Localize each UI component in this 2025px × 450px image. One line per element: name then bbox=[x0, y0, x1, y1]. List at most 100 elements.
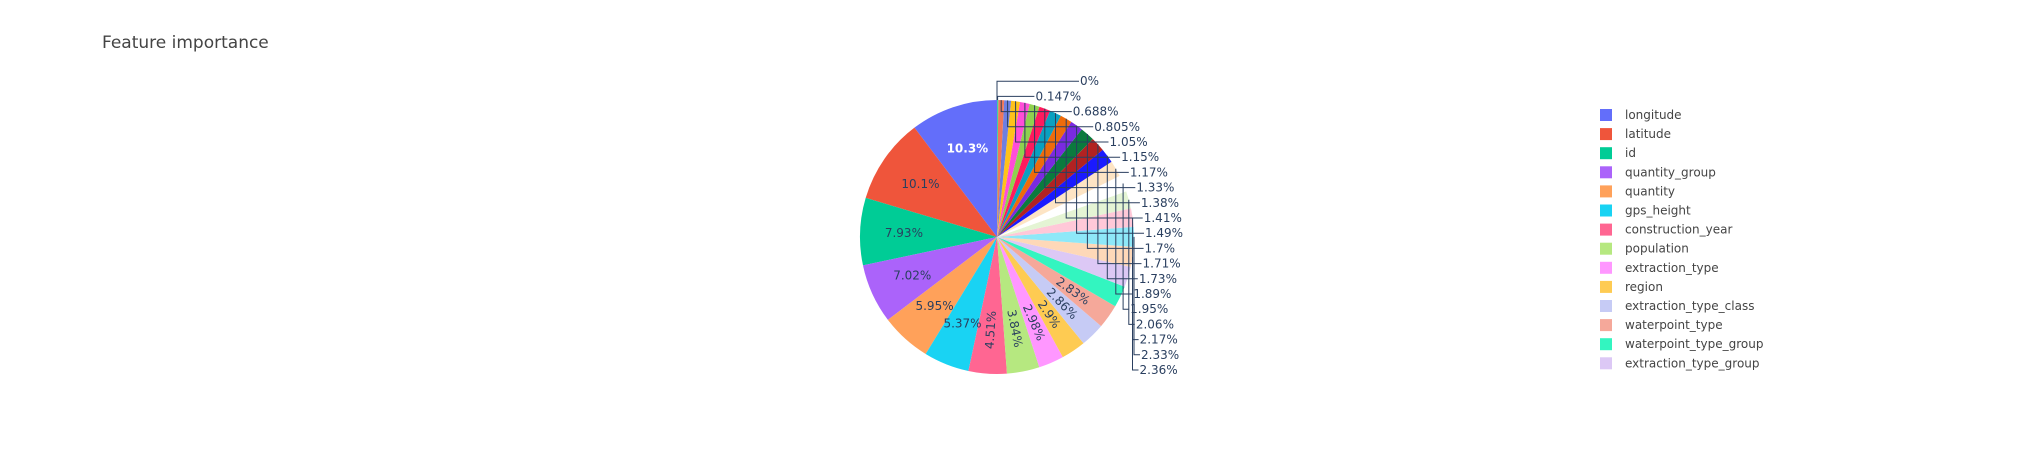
pie-slice-item-31[interactable] bbox=[997, 100, 1005, 237]
pie-slice-item-15[interactable] bbox=[997, 226, 1134, 247]
slice-label: 2.17% bbox=[1140, 333, 1178, 347]
legend-item-extraction_type[interactable]: extraction_type bbox=[1600, 261, 1719, 275]
legend-item-waterpoint_type_group[interactable]: waterpoint_type_group bbox=[1600, 337, 1763, 351]
legend-item-region[interactable]: region bbox=[1600, 280, 1663, 294]
legend-swatch bbox=[1600, 242, 1612, 255]
leader-line bbox=[1034, 105, 1129, 173]
legend-item-construction_year[interactable]: construction_year bbox=[1600, 223, 1732, 237]
legend-label: id bbox=[1625, 146, 1636, 160]
legend-label: population bbox=[1625, 242, 1689, 256]
pie-slice-quantity_group[interactable] bbox=[862, 237, 997, 320]
legend-swatch bbox=[1600, 204, 1612, 217]
slice-label: 0.688% bbox=[1073, 105, 1119, 119]
legend-label: waterpoint_type bbox=[1625, 318, 1723, 332]
leader-line bbox=[1115, 168, 1133, 295]
slice-label: 1.73% bbox=[1139, 272, 1177, 286]
leader-line bbox=[1132, 217, 1139, 341]
pie-slice-region[interactable] bbox=[997, 237, 1084, 358]
pie-slice-id[interactable] bbox=[860, 197, 997, 266]
legend-item-quantity_group[interactable]: quantity_group bbox=[1600, 165, 1716, 179]
pie-slice-item-14[interactable] bbox=[997, 237, 1134, 267]
legend-label: quantity bbox=[1625, 184, 1675, 198]
pie-slice-extraction_type_group[interactable] bbox=[997, 237, 1131, 287]
legend-item-extraction_type_group[interactable]: extraction_type_group bbox=[1600, 356, 1760, 370]
legend-item-longitude[interactable]: longitude bbox=[1600, 108, 1682, 122]
leader-line bbox=[1024, 102, 1121, 158]
legend-item-population[interactable]: population bbox=[1600, 242, 1689, 256]
legend-item-extraction_type_class[interactable]: extraction_type_class bbox=[1600, 299, 1754, 313]
slice-label: 0.147% bbox=[1035, 89, 1081, 103]
pie-slice-waterpoint_type[interactable] bbox=[997, 237, 1116, 327]
legend-label: latitude bbox=[1625, 127, 1671, 141]
slice-label: 0.805% bbox=[1094, 120, 1140, 134]
pie-slice-waterpoint_type_group[interactable] bbox=[997, 237, 1125, 307]
legend-item-latitude[interactable]: latitude bbox=[1600, 127, 1671, 141]
leader-line bbox=[1076, 125, 1144, 234]
pie-slice-item-32[interactable] bbox=[997, 100, 999, 237]
legend-item-waterpoint_type[interactable]: waterpoint_type bbox=[1600, 318, 1723, 332]
slice-label: 7.02% bbox=[893, 269, 931, 283]
pie-slice-item-28[interactable] bbox=[997, 101, 1030, 237]
slice-label: 1.15% bbox=[1121, 150, 1159, 164]
legend-item-id[interactable]: id bbox=[1600, 146, 1636, 160]
legend-item-quantity[interactable]: quantity bbox=[1600, 184, 1675, 198]
slice-label: 1.95% bbox=[1130, 302, 1168, 316]
slice-label: 4.51% bbox=[982, 310, 999, 349]
pie-slice-extraction_type[interactable] bbox=[997, 237, 1063, 368]
slice-label: 2.36% bbox=[1140, 363, 1178, 377]
pie-slice-gps_height[interactable] bbox=[925, 237, 997, 371]
leader-line bbox=[1007, 100, 1094, 128]
legend-item-gps_height[interactable]: gps_height bbox=[1600, 204, 1691, 218]
legend-swatch bbox=[1600, 109, 1612, 121]
leader-line bbox=[1044, 108, 1136, 189]
pie-slice-item-16[interactable] bbox=[997, 208, 1134, 237]
legend: longitude latitude id quantity_groupquantit… bbox=[1600, 108, 1763, 370]
legend-swatch bbox=[1600, 261, 1612, 274]
legend-swatch bbox=[1600, 300, 1612, 312]
legend-swatch bbox=[1600, 338, 1612, 351]
legend-swatch bbox=[1600, 280, 1612, 293]
leader-line bbox=[1000, 100, 1072, 113]
pie-slice-population[interactable] bbox=[997, 237, 1040, 374]
leader-line bbox=[1065, 118, 1143, 219]
slice-label: 5.37% bbox=[943, 317, 981, 331]
leader-line bbox=[996, 80, 1079, 100]
slice-label: 7.93% bbox=[885, 226, 923, 240]
pie-slice-latitude[interactable] bbox=[865, 127, 997, 237]
pie-slice-item-18[interactable] bbox=[997, 175, 1127, 237]
leader-line bbox=[1128, 199, 1135, 325]
slice-label: 1.41% bbox=[1144, 211, 1182, 225]
slice-label: 0% bbox=[1080, 74, 1099, 88]
legend-label: region bbox=[1625, 280, 1663, 294]
legend-swatch bbox=[1600, 223, 1612, 236]
legend-swatch bbox=[1600, 185, 1612, 198]
legend-swatch bbox=[1600, 319, 1612, 332]
slice-label: 5.95% bbox=[915, 299, 953, 313]
pie-slice-item-29[interactable] bbox=[997, 100, 1021, 237]
pie-slice-item-19[interactable] bbox=[997, 161, 1120, 237]
pie-slice-item-30[interactable] bbox=[997, 100, 1012, 237]
pie-slice-item-26[interactable] bbox=[997, 106, 1051, 237]
slice-label: 10.1% bbox=[901, 177, 939, 191]
pie-slice-item-24[interactable] bbox=[997, 115, 1072, 237]
leader-line bbox=[1106, 155, 1138, 280]
pie-slice-extraction_type_class[interactable] bbox=[997, 237, 1102, 344]
legend-swatch bbox=[1600, 357, 1612, 370]
pie-slice-item-20[interactable] bbox=[997, 149, 1112, 237]
pie-slice-longitude[interactable] bbox=[914, 100, 997, 237]
pie-slice-construction_year[interactable] bbox=[968, 237, 1007, 375]
legend-label: quantity_group bbox=[1625, 165, 1716, 179]
leader-line bbox=[1097, 144, 1142, 265]
slice-label: 1.49% bbox=[1145, 226, 1183, 240]
pie-slice-item-23[interactable] bbox=[997, 121, 1082, 237]
legend-swatch bbox=[1600, 166, 1612, 179]
legend-label: extraction_type bbox=[1625, 261, 1719, 275]
legend-label: extraction_type_group bbox=[1625, 356, 1760, 370]
pie-slice-item-27[interactable] bbox=[997, 103, 1040, 237]
slice-label: 1.38% bbox=[1141, 196, 1179, 210]
slice-label: 2.33% bbox=[1141, 348, 1179, 362]
slice-label: 1.33% bbox=[1136, 181, 1174, 195]
outside-labels: 2.36%2.33%2.17% 2.06%1.95%1.89%1.73%1.71%… bbox=[996, 74, 1183, 377]
pie-slice-quantity[interactable] bbox=[887, 237, 997, 354]
